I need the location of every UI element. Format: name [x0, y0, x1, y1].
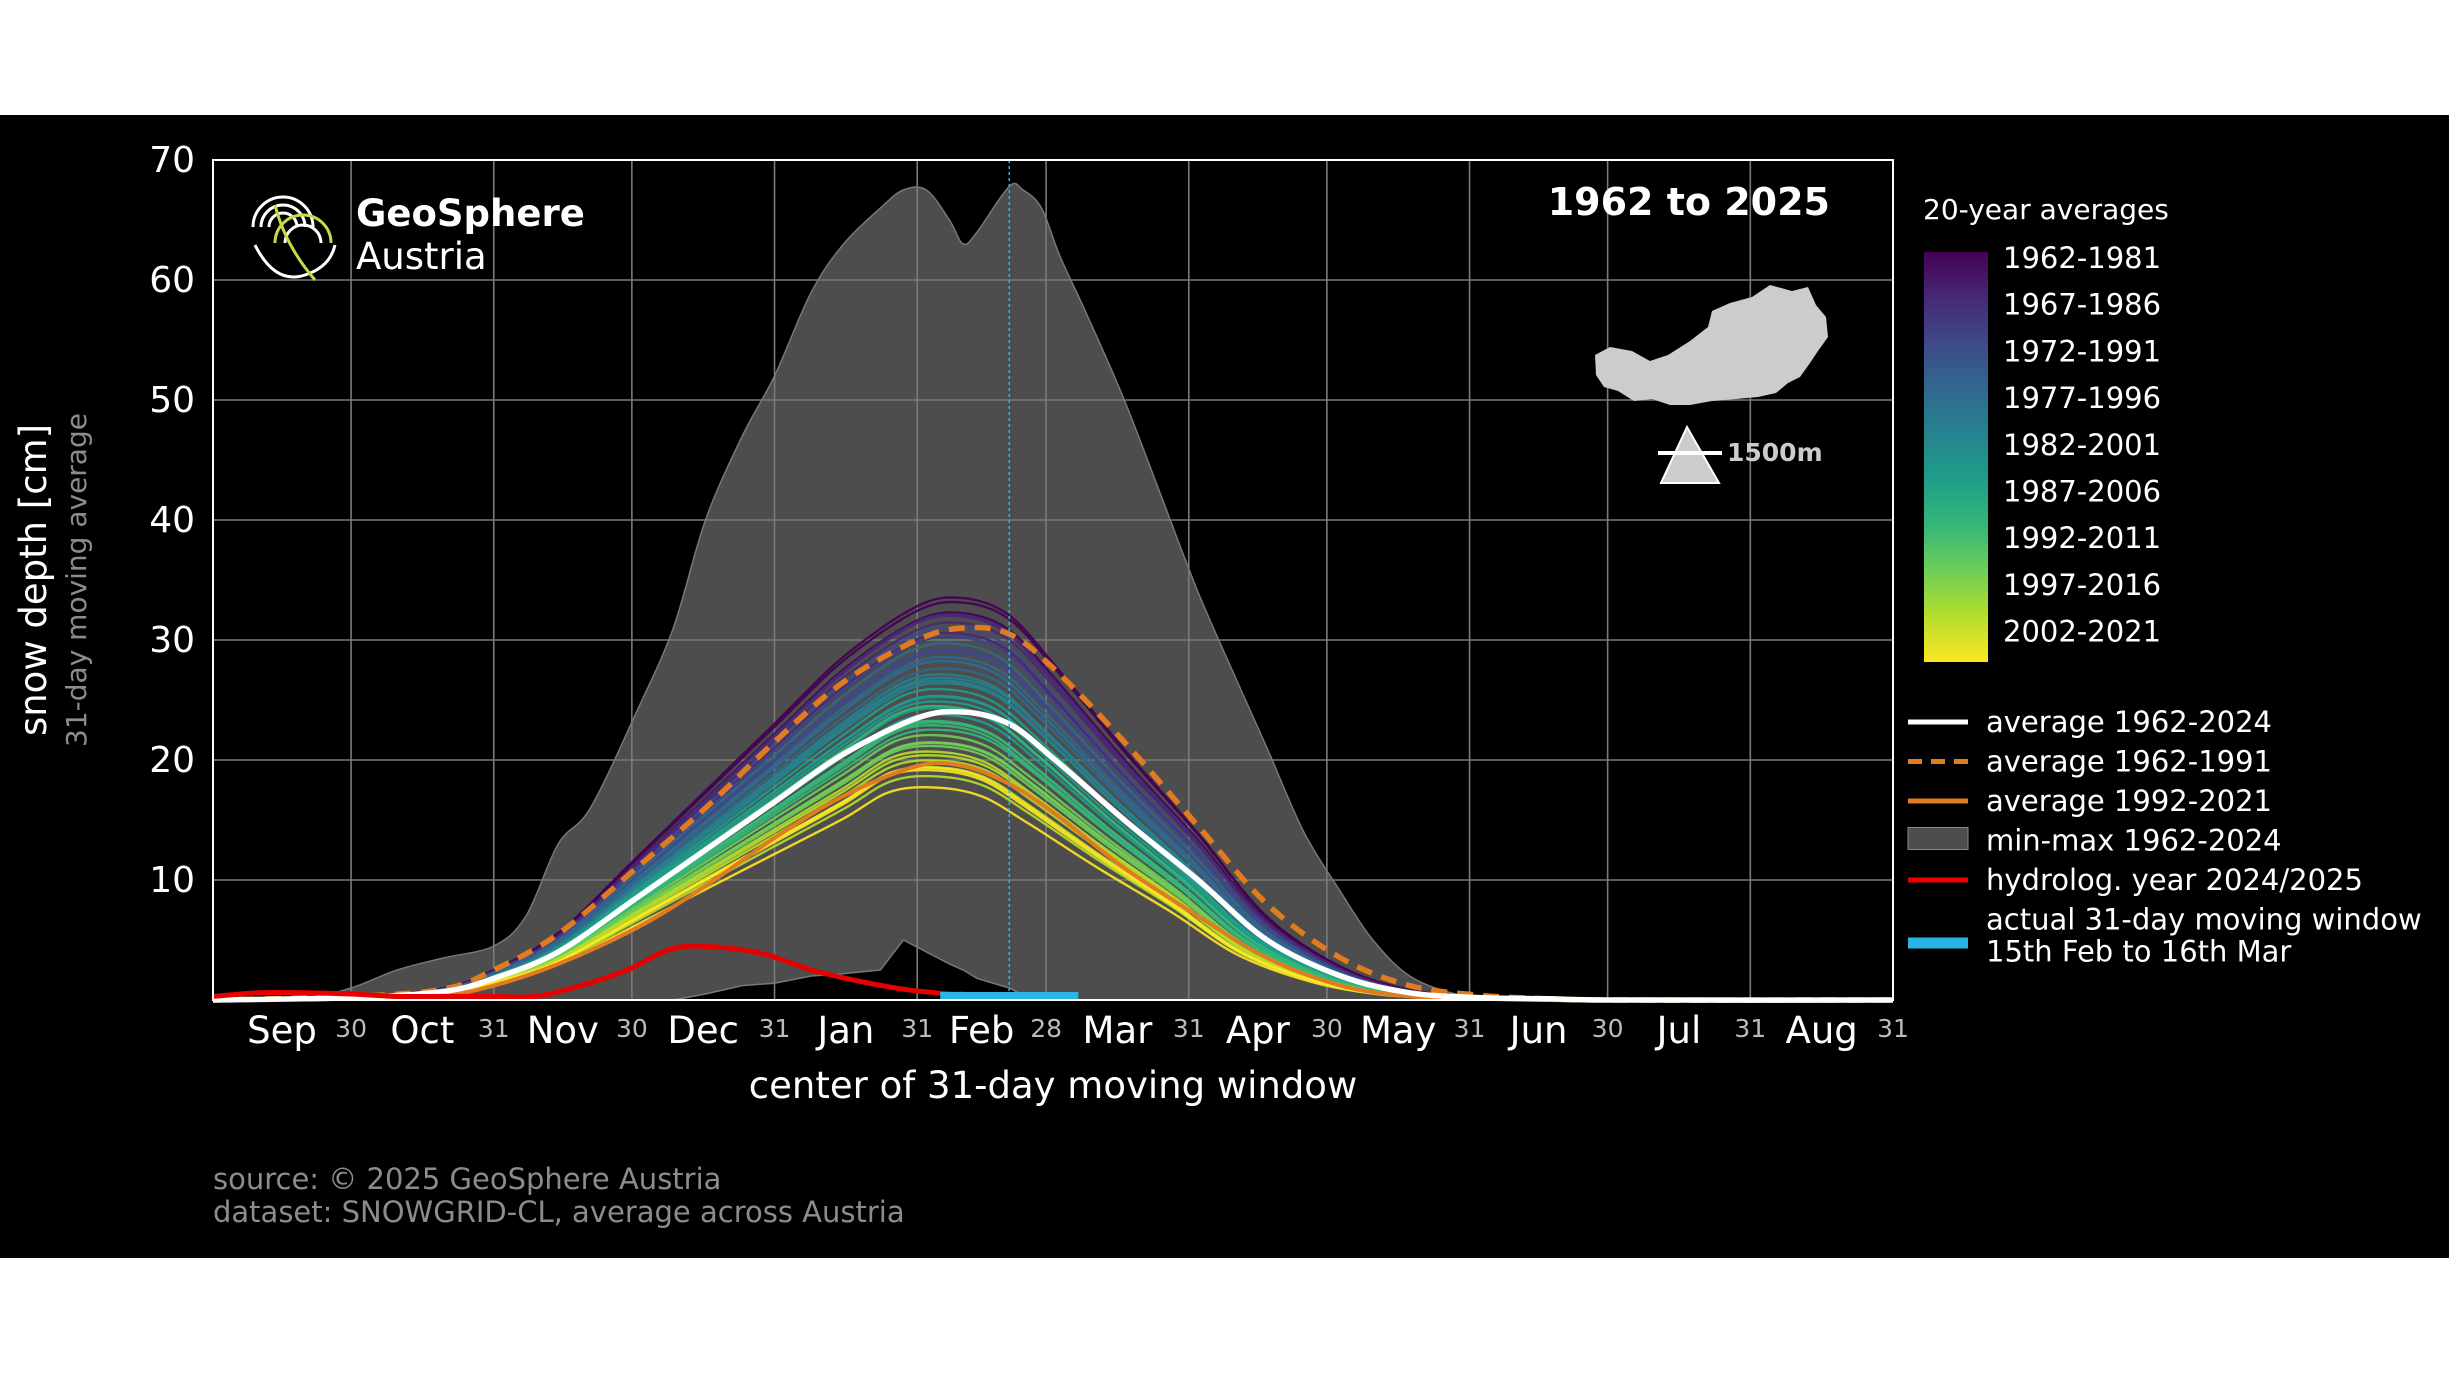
x-month-label: May: [1360, 1009, 1437, 1052]
x-month-end-label: 31: [1877, 1014, 1909, 1043]
chart-panel: 10 20 30 40 50 60 70 Sep 30 Oct 31 Nov 30 Dec 31 Jan 31 F…: [0, 115, 2449, 1258]
x-month-label: Jun: [1508, 1009, 1568, 1052]
dataset-text: dataset: SNOWGRID-CL, average across Aus…: [213, 1195, 905, 1229]
legend-label: hydrolog. year 2024/2025: [1986, 863, 2363, 897]
x-month-label: Oct: [390, 1009, 454, 1052]
x-month-label: Aug: [1786, 1009, 1858, 1052]
x-month-end-label: 31: [478, 1014, 510, 1043]
x-month-label: Jul: [1655, 1009, 1702, 1052]
series-line-0: [212, 708, 1894, 1003]
legend-label: actual 31-day moving window: [1986, 903, 2422, 937]
series-line-1: [212, 624, 1894, 1003]
x-month-label: Jan: [815, 1009, 874, 1052]
x-month-label: Dec: [667, 1009, 739, 1052]
logo-arc: [267, 211, 299, 228]
x-month-end-label: 28: [1030, 1014, 1062, 1043]
x-month-label: Nov: [527, 1009, 599, 1052]
x-month-end-label: 31: [901, 1014, 933, 1043]
x-month-end-label: 30: [1311, 1014, 1343, 1043]
x-month-label: Apr: [1226, 1009, 1291, 1052]
y-tick-label: 40: [149, 500, 195, 541]
colorbar-label: 1997-2016: [2003, 568, 2161, 602]
colorbar-label: 1972-1991: [2003, 334, 2161, 368]
colorbar-label: 1987-2006: [2003, 475, 2161, 509]
elevation-label: 1500m: [1727, 438, 1823, 467]
legend-swatch: [1908, 937, 1968, 949]
x-axis-label: center of 31-day moving window: [749, 1064, 1357, 1107]
y-tick-label: 60: [149, 260, 195, 301]
y-tick-label: 30: [149, 620, 195, 661]
legend-swatch: [1907, 827, 1969, 850]
y-axis-sublabel: 31-day moving average: [60, 413, 93, 747]
x-month-end-label: 31: [759, 1014, 791, 1043]
logo-arc: [273, 204, 317, 281]
snow-depth-chart: 10 20 30 40 50 60 70 Sep 30 Oct 31 Nov 30 Dec 31 Jan 31 F…: [12, 140, 2422, 1107]
x-month-label: Mar: [1083, 1009, 1154, 1052]
colorbar-label: 1992-2011: [2003, 521, 2161, 555]
x-month-end-label: 31: [1734, 1014, 1766, 1043]
colorbar: [1924, 252, 1988, 662]
x-month-end-label: 30: [616, 1014, 648, 1043]
y-tick-label: 10: [149, 860, 195, 901]
x-month-end-label: 31: [1454, 1014, 1486, 1043]
source-text: source: © 2025 GeoSphere Austria: [213, 1162, 722, 1196]
x-month-end-label: 30: [1592, 1014, 1624, 1043]
legend-label: average 1962-1991: [1986, 745, 2272, 779]
legend-label: average 1992-2021: [1986, 784, 2272, 818]
colorbar-label: 1967-1986: [2003, 288, 2161, 322]
logo-arc: [273, 213, 333, 244]
legend-label: 15th Feb to 16th Mar: [1986, 935, 2291, 969]
x-month-label: Feb: [949, 1009, 1015, 1052]
geosphere-logo-icon: [251, 195, 337, 281]
y-tick-label: 50: [149, 380, 195, 421]
x-month-end-label: 30: [335, 1014, 367, 1043]
y-tick-label: 20: [149, 740, 195, 781]
logo-name: GeoSphere: [356, 192, 585, 235]
colorbar-label: 1962-1981: [2003, 241, 2161, 275]
colorbar-title: 20-year averages: [1923, 193, 2169, 226]
plot-frame: [212, 159, 1894, 1001]
colorbar-label: 2002-2021: [2003, 615, 2161, 649]
chart-title: 1962 to 2025: [1548, 180, 1830, 224]
y-axis-label: snow depth [cm]: [12, 424, 55, 736]
series-line-3: [212, 943, 964, 1000]
x-month-end-label: 31: [1173, 1014, 1205, 1043]
colorbar-label: 1977-1996: [2003, 381, 2161, 415]
y-tick-label: 70: [149, 140, 195, 181]
logo-arc: [259, 203, 307, 228]
colorbar-label: 1982-2001: [2003, 428, 2161, 462]
x-month-label: Sep: [247, 1009, 317, 1052]
logo-subname: Austria: [356, 235, 487, 278]
legend-label: average 1962-2024: [1986, 705, 2272, 739]
austria-map-icon: [1595, 285, 1828, 405]
legend-label: min-max 1962-2024: [1986, 824, 2282, 858]
logo-arc: [253, 244, 337, 279]
